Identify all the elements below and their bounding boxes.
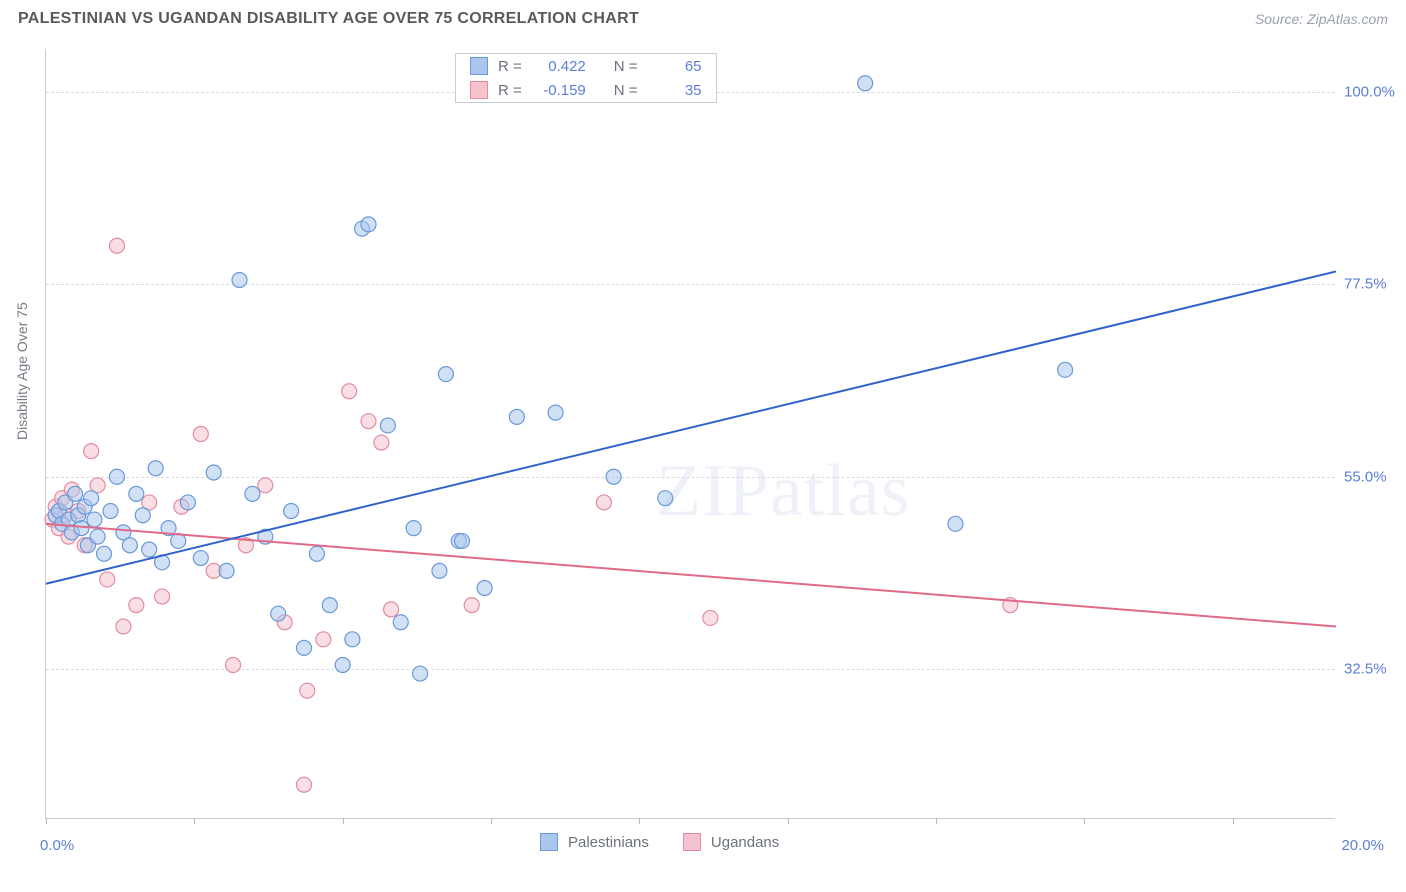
y-tick-label: 32.5% bbox=[1344, 661, 1387, 678]
r-label: R = bbox=[498, 58, 522, 75]
n-label: N = bbox=[614, 58, 638, 75]
legend-label-palestinians: Palestinians bbox=[568, 834, 649, 851]
source-attribution: Source: ZipAtlas.com bbox=[1255, 11, 1388, 27]
n-value-ugandans: 35 bbox=[648, 82, 702, 99]
n-label: N = bbox=[614, 82, 638, 99]
y-tick-label: 100.0% bbox=[1344, 83, 1395, 100]
swatch-ugandans bbox=[470, 81, 488, 99]
series-legend: Palestinians Ugandans bbox=[540, 833, 779, 851]
legend-label-ugandans: Ugandans bbox=[711, 834, 779, 851]
chart-plot-area: ZIPatlas bbox=[45, 49, 1335, 819]
n-value-palestinians: 65 bbox=[648, 58, 702, 75]
r-value-ugandans: -0.159 bbox=[532, 82, 586, 99]
r-value-palestinians: 0.422 bbox=[532, 58, 586, 75]
swatch-palestinians bbox=[470, 57, 488, 75]
r-label: R = bbox=[498, 82, 522, 99]
x-axis-min-label: 0.0% bbox=[40, 837, 74, 854]
swatch-ugandans bbox=[683, 833, 701, 851]
legend-row-palestinians: R = 0.422 N = 65 bbox=[456, 54, 716, 78]
correlation-legend: R = 0.422 N = 65 R = -0.159 N = 35 bbox=[455, 53, 717, 103]
legend-item-ugandans: Ugandans bbox=[683, 833, 779, 851]
y-axis-label: Disability Age Over 75 bbox=[14, 302, 30, 440]
chart-title: PALESTINIAN VS UGANDAN DISABILITY AGE OV… bbox=[18, 10, 639, 28]
y-tick-label: 77.5% bbox=[1344, 276, 1387, 293]
legend-item-palestinians: Palestinians bbox=[540, 833, 649, 851]
y-tick-label: 55.0% bbox=[1344, 468, 1387, 485]
regression-lines bbox=[46, 49, 1335, 818]
legend-row-ugandans: R = -0.159 N = 35 bbox=[456, 78, 716, 102]
swatch-palestinians bbox=[540, 833, 558, 851]
x-axis-max-label: 20.0% bbox=[1341, 837, 1384, 854]
